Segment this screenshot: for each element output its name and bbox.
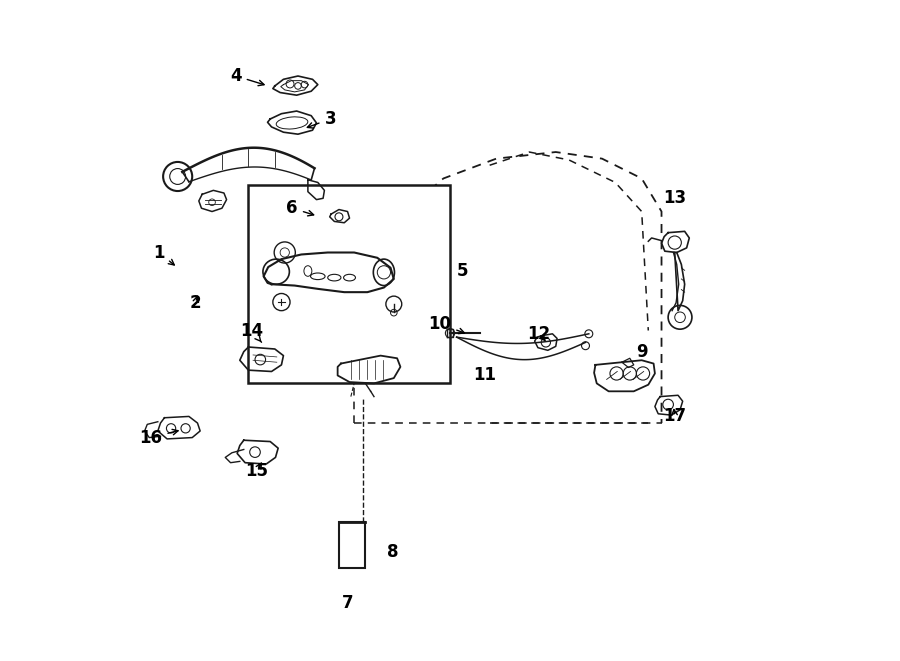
Text: 9: 9 — [636, 342, 647, 361]
Text: 10: 10 — [428, 315, 464, 334]
Text: 17: 17 — [663, 407, 687, 426]
Text: 8: 8 — [387, 543, 399, 561]
Text: 3: 3 — [307, 110, 336, 128]
Text: 6: 6 — [286, 199, 314, 217]
Text: 15: 15 — [246, 461, 268, 480]
Text: 7: 7 — [342, 594, 354, 612]
Text: 13: 13 — [663, 189, 687, 208]
Text: 1: 1 — [153, 243, 175, 265]
Text: 12: 12 — [527, 325, 551, 343]
Text: 16: 16 — [140, 428, 178, 447]
Text: 4: 4 — [230, 67, 264, 86]
Text: 14: 14 — [240, 321, 264, 342]
Bar — [339, 522, 365, 568]
Text: 11: 11 — [473, 366, 497, 385]
Text: 2: 2 — [190, 293, 202, 312]
Text: 5: 5 — [456, 262, 468, 280]
Bar — [248, 185, 450, 383]
